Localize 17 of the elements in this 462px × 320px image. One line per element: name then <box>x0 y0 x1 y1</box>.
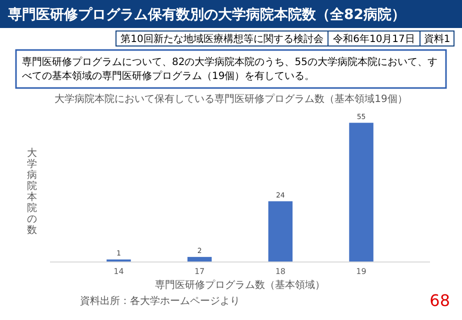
x-tick-label: 19 <box>356 267 366 276</box>
text: 1 <box>444 34 450 45</box>
chart-title: 大学病院本院において保有している専門医研修プログラム数（基本領域19個） <box>54 93 408 105</box>
text: 専門医研修プログラム保有数別の大学病院本院数（全82病院） <box>7 6 406 23</box>
x-tick-label: 18 <box>275 267 286 276</box>
chart-subtitle: 専門医研修プログラムについて、82の大学病院本院のうち、55の大学病院本院において、すべての基本領域の専門医研修プログラム（19個）を有している。 <box>22 56 438 82</box>
text: 68 <box>430 291 450 310</box>
x-tick-label: 17 <box>194 267 205 276</box>
bar <box>268 201 293 262</box>
x-tick-label: 14 <box>114 267 124 276</box>
bar <box>349 122 374 262</box>
text: 令和6年10月17日 <box>333 33 415 45</box>
text: 第10回新たな地域医療構想等に関する検討会 <box>120 33 324 45</box>
x-axis-title: 専門医研修プログラム数（基本領域） <box>155 279 325 291</box>
text: 資料 <box>424 34 444 45</box>
text: 資料出所：各大学ホームページより <box>80 295 240 307</box>
y-axis-title: 大学病院本院の数 <box>27 147 37 236</box>
